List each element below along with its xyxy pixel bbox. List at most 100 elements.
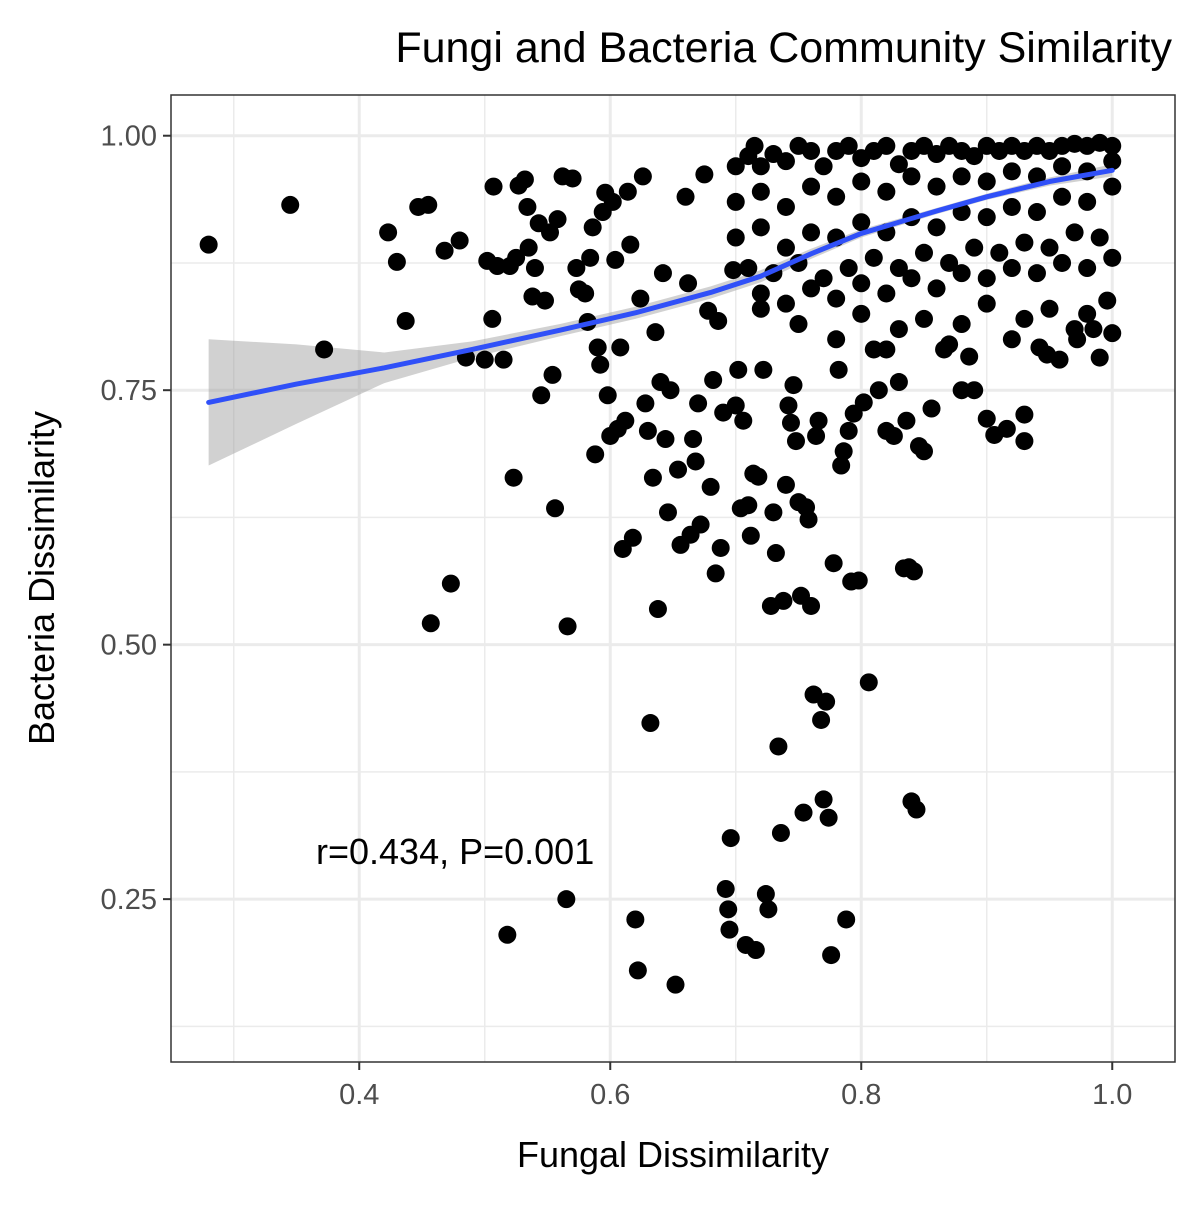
- data-point: [769, 737, 788, 756]
- data-point: [965, 381, 984, 400]
- data-point: [548, 210, 567, 229]
- data-point: [960, 347, 979, 366]
- data-point: [952, 381, 971, 400]
- data-point: [902, 269, 921, 288]
- data-point: [904, 562, 923, 581]
- data-point: [658, 503, 677, 522]
- data-point: [877, 284, 896, 303]
- data-point: [807, 426, 826, 445]
- data-point: [1103, 324, 1122, 343]
- data-point: [709, 311, 728, 330]
- data-point: [864, 340, 883, 359]
- data-point: [525, 259, 544, 278]
- data-point: [776, 152, 795, 171]
- data-point: [745, 136, 764, 155]
- data-point: [915, 442, 933, 461]
- data-point: [546, 499, 565, 518]
- data-point: [706, 564, 725, 583]
- data-point: [656, 430, 675, 449]
- data-point: [781, 413, 800, 432]
- y-axis-label: Bacteria Dissimilarity: [21, 411, 62, 745]
- data-point: [1027, 203, 1046, 222]
- data-point: [626, 910, 645, 929]
- data-point: [1090, 348, 1109, 367]
- data-point: [852, 274, 871, 293]
- data-point: [977, 294, 996, 313]
- data-point: [450, 231, 469, 250]
- data-point: [679, 274, 698, 293]
- data-point: [965, 147, 984, 166]
- data-point: [504, 468, 523, 487]
- data-point: [764, 503, 783, 522]
- data-point: [704, 371, 723, 390]
- data-point: [435, 241, 454, 260]
- data-point: [827, 187, 846, 206]
- data-point: [776, 475, 795, 494]
- data-point: [802, 596, 821, 615]
- data-point: [1090, 228, 1109, 247]
- data-point: [884, 426, 903, 445]
- data-point: [684, 430, 703, 449]
- data-point: [441, 574, 460, 593]
- data-point: [1053, 157, 1072, 176]
- data-point: [1053, 253, 1072, 272]
- data-point: [1015, 309, 1034, 328]
- data-point: [661, 381, 680, 400]
- data-point: [621, 235, 640, 254]
- data-point: [689, 394, 708, 413]
- data-point: [199, 235, 218, 254]
- data-point: [711, 538, 730, 557]
- data-point: [535, 291, 554, 310]
- data-point: [927, 279, 946, 298]
- data-point: [1050, 350, 1069, 369]
- x-axis-label: Fungal Dissimilarity: [517, 1134, 829, 1175]
- data-point: [541, 223, 560, 242]
- data-point: [776, 294, 795, 313]
- data-point: [721, 829, 740, 848]
- data-point: [802, 279, 821, 298]
- data-point: [839, 421, 858, 440]
- chart-title: Fungi and Bacteria Community Similarity: [395, 24, 1172, 72]
- data-point: [837, 910, 856, 929]
- data-point: [786, 432, 805, 451]
- data-point: [977, 208, 996, 227]
- data-point: [814, 790, 833, 809]
- data-point: [927, 177, 946, 196]
- data-point: [616, 411, 635, 430]
- data-point: [824, 554, 843, 573]
- data-point: [852, 304, 871, 323]
- data-point: [1002, 162, 1021, 181]
- data-point: [877, 182, 896, 201]
- data-point: [1078, 192, 1097, 211]
- data-point: [751, 284, 770, 303]
- data-point: [784, 376, 803, 395]
- data-point: [701, 477, 720, 496]
- data-point: [532, 386, 551, 405]
- data-point: [1084, 320, 1103, 339]
- data-point: [387, 252, 406, 271]
- data-point: [1078, 304, 1097, 323]
- data-point: [315, 340, 334, 359]
- data-point: [719, 900, 738, 919]
- axis-layer: 0.4 0.6 0.8 1.0 0.25 0.50 0.75 1.00: [101, 121, 1133, 1111]
- data-point: [653, 264, 672, 283]
- data-point: [814, 269, 833, 288]
- data-point: [854, 393, 873, 412]
- data-point: [583, 218, 602, 237]
- data-point: [641, 714, 660, 733]
- correlation-annotation: r=0.434, P=0.001: [316, 831, 594, 872]
- data-point: [623, 528, 642, 547]
- data-point: [666, 975, 685, 994]
- data-point: [907, 800, 926, 819]
- data-point: [889, 373, 908, 392]
- data-point: [519, 238, 538, 257]
- data-point: [686, 452, 705, 471]
- x-tick-label: 1.0: [1092, 1079, 1132, 1111]
- data-point: [1002, 330, 1021, 349]
- data-point: [829, 360, 848, 379]
- data-point: [611, 338, 630, 357]
- data-point: [741, 526, 760, 545]
- data-point: [759, 900, 778, 919]
